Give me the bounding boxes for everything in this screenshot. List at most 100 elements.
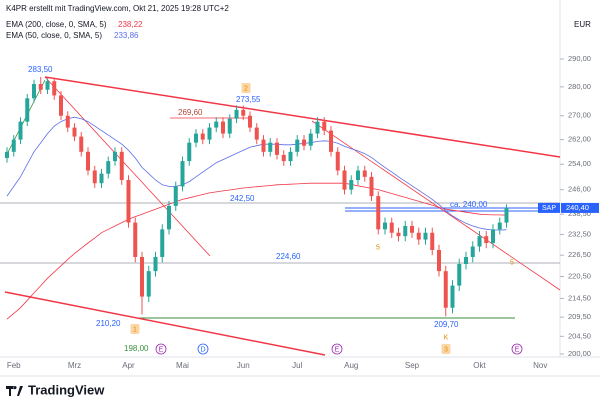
marker-circle <box>155 343 167 355</box>
candle-body <box>491 229 495 244</box>
candle-body <box>92 170 97 184</box>
candle-body <box>234 109 239 119</box>
marker-label: E <box>159 346 164 353</box>
candle-body <box>383 222 387 230</box>
candle-body <box>140 256 144 297</box>
currency: EUR <box>574 20 591 29</box>
x-tick-label: Sep <box>405 361 420 370</box>
candle-body <box>18 121 23 140</box>
candle-body <box>59 95 63 116</box>
candle-body <box>241 109 246 116</box>
x-tick-label: Okt <box>473 361 486 370</box>
marker-circle <box>331 343 343 355</box>
candle-body <box>214 121 219 128</box>
candle-body <box>430 232 435 250</box>
marker-label: 5 <box>510 259 514 266</box>
y-tick-label: 246,00 <box>568 185 591 194</box>
candle-body <box>207 127 212 140</box>
candle-body <box>146 271 151 297</box>
annotation: 269,60 <box>178 108 203 117</box>
candle-body <box>416 232 421 240</box>
candle-body <box>362 170 367 177</box>
y-tick-label: 238,50 <box>568 209 591 218</box>
candle-body <box>497 222 502 230</box>
annotation: 273,55 <box>236 95 261 104</box>
legend-ema50-value: 233,86 <box>114 31 139 40</box>
candle-body <box>356 170 360 181</box>
trend-line <box>4 291 326 356</box>
candle-body <box>335 151 340 171</box>
y-tick-label: 220,50 <box>568 272 591 281</box>
candle-body <box>126 180 131 223</box>
candle-body <box>315 121 320 134</box>
ema-line <box>6 182 507 320</box>
x-tick-label: Aug <box>344 361 358 370</box>
candle-body <box>248 115 252 128</box>
candle-body <box>99 173 104 184</box>
candle-body <box>342 170 347 190</box>
candle-body <box>268 142 273 152</box>
y-tick-label: 254,00 <box>568 159 591 168</box>
candle-body <box>308 133 313 146</box>
annotation: 210,20 <box>96 319 121 328</box>
candle-body <box>389 222 394 233</box>
marker-label: E <box>515 346 520 353</box>
x-tick-label: Jun <box>237 361 250 370</box>
y-tick-label: 204,50 <box>568 331 591 340</box>
candle-body <box>288 151 293 162</box>
price-tag <box>561 202 599 213</box>
x-tick-label: Mrz <box>68 361 81 370</box>
candle-body <box>5 151 9 159</box>
y-tick-label: 262,00 <box>568 135 591 144</box>
y-tick-label: 270,00 <box>568 111 591 120</box>
drawings <box>0 76 561 356</box>
candle-body <box>167 205 171 230</box>
candle-body <box>38 84 43 90</box>
price-tag-text: 240,40 <box>566 203 589 212</box>
price-tag-symbol-text: SAP <box>542 205 556 212</box>
annotation: 224,60 <box>276 252 301 261</box>
header-text: K4PR erstellt mit TradingView.com, Okt 2… <box>6 4 229 13</box>
logo-text: TradingView <box>28 382 105 397</box>
logo-icon <box>6 386 23 396</box>
y-tick-label: 232,50 <box>568 229 591 238</box>
marker-label: E <box>335 346 340 353</box>
marker-label: 5 <box>376 244 380 251</box>
candle-body <box>450 285 455 308</box>
logo: TradingView <box>6 382 105 397</box>
candle-body <box>221 121 225 134</box>
candle-body <box>322 121 327 131</box>
candle-body <box>119 151 124 181</box>
candle-body <box>396 232 401 237</box>
marker-label: 2 <box>244 85 248 92</box>
candle-body <box>133 222 138 257</box>
candle-body <box>52 81 57 96</box>
candle-body <box>275 142 279 155</box>
candle-body <box>470 246 475 257</box>
candle-body <box>477 236 482 247</box>
marker-label: D <box>200 346 205 353</box>
candle-body <box>173 186 178 206</box>
annotation: ca. 240,00 <box>450 200 488 209</box>
y-tick-label: 209,50 <box>568 312 591 321</box>
marker-box <box>241 83 251 93</box>
legend-ema200: EMA (200, close, 0, SMA, 5) <box>6 20 107 29</box>
candle-body <box>410 225 414 233</box>
candle-body <box>72 127 77 137</box>
candle-body <box>369 176 374 197</box>
marker-circle <box>197 343 209 355</box>
annotation: 242,50 <box>230 194 255 203</box>
candle-body <box>423 232 428 240</box>
annotation: 283,50 <box>28 65 53 74</box>
candle-body <box>464 256 468 265</box>
candle-body <box>11 139 16 152</box>
candle-body <box>106 161 111 174</box>
marker-label: 1 <box>133 326 137 333</box>
candle-body <box>443 271 448 308</box>
marker-label: K <box>444 334 449 341</box>
marker-box <box>441 344 451 354</box>
legend-ema200-value: 238,22 <box>118 20 143 29</box>
x-tick-label: Feb <box>7 361 21 370</box>
